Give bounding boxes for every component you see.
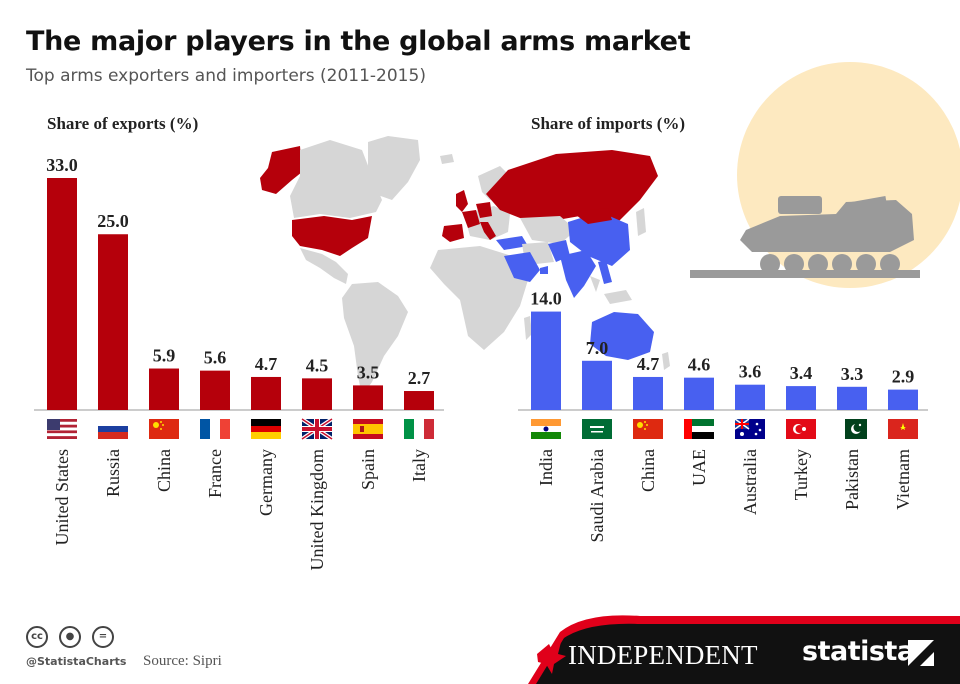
category-label: UAE <box>689 449 709 486</box>
imports-bar-chart: 14.0 India 7.0 Saudi Arabia 4.7 China 4.6 UAE 3.… <box>530 289 918 542</box>
bar-uae[interactable] <box>684 377 714 410</box>
category-label: France <box>205 449 225 498</box>
imports-chart-title: Share of imports (%) <box>531 114 685 133</box>
by-icon[interactable]: ● <box>59 626 81 648</box>
flag-sa-icon <box>582 419 612 439</box>
cc-icon[interactable]: cc <box>26 626 48 648</box>
bar-china[interactable] <box>633 376 663 410</box>
exports-bar-chart: 33.0 United States 25.0 Russia 5.9 China 5.6 Fr… <box>46 155 434 571</box>
bar-india[interactable] <box>531 311 561 410</box>
category-label: Russia <box>103 449 123 497</box>
flag-in-icon <box>531 419 561 439</box>
exports-chart-title: Share of exports (%) <box>47 114 198 133</box>
flag-es-icon <box>353 419 383 439</box>
category-label: Vietnam <box>893 449 913 510</box>
bar-value-label: 5.6 <box>204 348 227 368</box>
flag-cn-icon <box>149 419 179 439</box>
flag-vn-icon <box>888 419 918 439</box>
flag-us-icon <box>47 419 77 439</box>
flag-de-icon <box>251 419 281 439</box>
category-label: Germany <box>256 449 276 516</box>
bar-vietnam[interactable] <box>888 389 918 410</box>
statista-logo-icon <box>908 640 934 666</box>
flag-fr-icon <box>200 419 230 439</box>
bar-germany[interactable] <box>251 376 281 410</box>
footer-dark-band <box>536 623 960 684</box>
category-label: United States <box>52 449 72 546</box>
nd-icon[interactable]: = <box>92 626 114 648</box>
bar-value-label: 4.6 <box>688 355 711 375</box>
world-map-icon <box>260 136 670 396</box>
category-label: Pakistan <box>842 449 862 510</box>
bar-value-label: 3.5 <box>357 362 380 382</box>
bar-value-label: 4.5 <box>306 355 329 375</box>
category-label: Saudi Arabia <box>587 449 607 542</box>
bar-united-states[interactable] <box>47 178 77 410</box>
bar-australia[interactable] <box>735 384 765 410</box>
bar-russia[interactable] <box>98 234 128 410</box>
page-title: The major players in the global arms mar… <box>26 26 691 57</box>
category-label: Spain <box>358 449 378 490</box>
bar-value-label: 3.4 <box>790 363 813 383</box>
bar-pakistan[interactable] <box>837 386 867 410</box>
flag-cn-icon <box>633 419 663 439</box>
bar-value-label: 5.9 <box>153 346 176 366</box>
bar-value-label: 7.0 <box>586 338 609 358</box>
bar-value-label: 4.7 <box>255 354 278 374</box>
statista-logo[interactable]: statista <box>802 636 915 667</box>
bar-saudi-arabia[interactable] <box>582 360 612 410</box>
category-label: India <box>536 449 556 486</box>
flag-it-icon <box>404 419 434 439</box>
source-note: Source: Sipri <box>143 653 222 669</box>
bar-value-label: 4.7 <box>637 354 660 374</box>
bar-value-label: 2.9 <box>892 367 915 387</box>
flag-ae-icon <box>684 419 714 439</box>
flag-tr-icon <box>786 419 816 439</box>
statista-handle[interactable]: @StatistaCharts <box>26 655 127 668</box>
flag-pk-icon <box>837 419 867 439</box>
bar-value-label: 33.0 <box>46 155 78 175</box>
bar-value-label: 3.3 <box>841 364 864 384</box>
bar-united-kingdom[interactable] <box>302 378 332 410</box>
category-label: Turkey <box>791 449 811 500</box>
category-label: Italy <box>409 449 429 482</box>
independent-logo[interactable]: INDEPENDENT <box>568 640 758 670</box>
bar-value-label: 14.0 <box>530 289 562 309</box>
bar-france[interactable] <box>200 370 230 410</box>
bar-value-label: 3.6 <box>739 362 762 382</box>
bar-value-label: 2.7 <box>408 368 431 388</box>
page-subtitle: Top arms exporters and importers (2011-2… <box>26 66 426 86</box>
bar-spain[interactable] <box>353 385 383 410</box>
flag-au-icon <box>734 418 765 439</box>
category-label: Australia <box>740 449 760 515</box>
flag-ru-icon <box>98 419 128 439</box>
independent-eagle-icon <box>537 642 566 674</box>
category-label: China <box>154 449 174 492</box>
bar-china[interactable] <box>149 368 179 410</box>
bar-turkey[interactable] <box>786 386 816 410</box>
flag-gb-icon <box>300 417 334 441</box>
tank-icon <box>690 196 920 278</box>
category-label: China <box>638 449 658 492</box>
bar-italy[interactable] <box>404 391 434 410</box>
category-label: United Kingdom <box>307 449 327 571</box>
bar-value-label: 25.0 <box>97 211 129 231</box>
